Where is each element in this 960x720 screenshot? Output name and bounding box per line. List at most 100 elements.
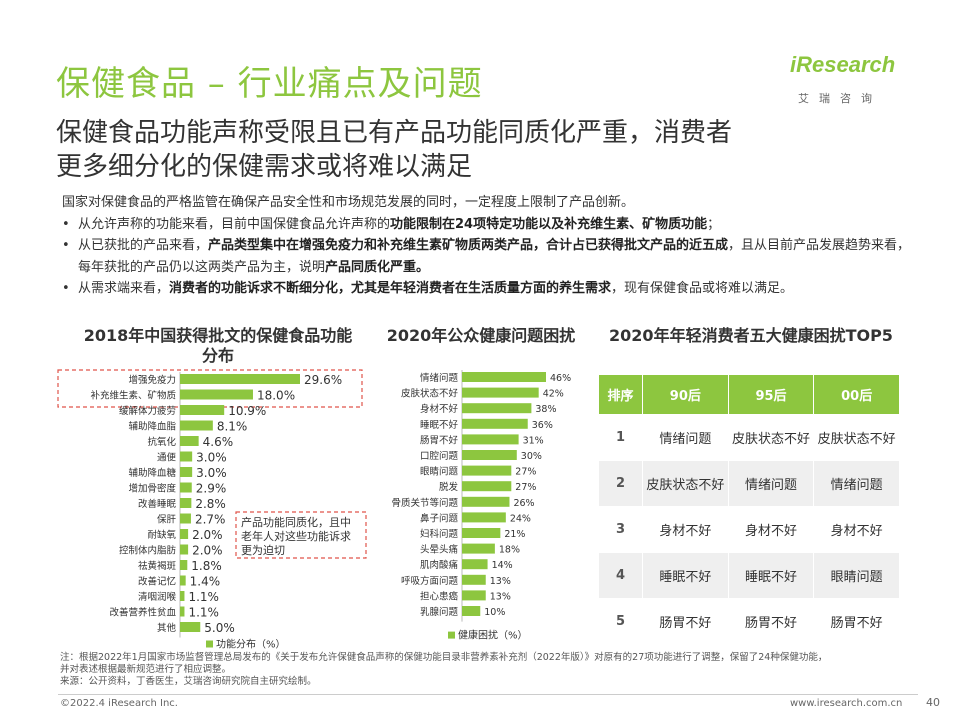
chart2-value-label: 27% (515, 482, 536, 493)
chart2-value-label: 13% (490, 576, 511, 587)
chart2-value-label: 24% (510, 513, 531, 524)
chart1-category-label: 辅助降血脂 (128, 421, 176, 433)
bullet2-bold: 产品类型集中在增强免疫力和补充维生素矿物质两类产品，合计占已获得批文产品的近五成 (208, 238, 729, 253)
chart1-legend-label: 功能分布（%） (216, 638, 286, 651)
iresearch-logo: iResearch 艾瑞咨询 (790, 52, 908, 112)
chart1-value-label: 5.0% (204, 621, 235, 635)
chart1-category-label: 通便 (157, 452, 177, 464)
chart1-category-label: 其他 (157, 622, 177, 634)
chart1-category-label: 补充维生素、矿物质 (90, 390, 176, 402)
chart1-category-label: 增强免疫力 (128, 374, 176, 386)
intro-text: 国家对保健食品的严格监管在确保产品安全性和市场规范发展的同时，一定程度上限制了产… (62, 192, 922, 300)
chart2-bar (462, 465, 512, 476)
table-rank-cell: 4 (598, 552, 643, 599)
table-header-cell: 排序 (598, 374, 643, 415)
chart1-bar (180, 467, 193, 477)
note-line-1: 注：根据2022年1月国家市场监督管理总局发布的《关于发布允许保健食品声称的保健… (60, 652, 828, 663)
chart2-bar (462, 590, 486, 601)
chart1-bar (180, 420, 213, 431)
logo-cn: 艾瑞咨询 (798, 92, 882, 105)
chart2-bar (462, 450, 517, 460)
chart1-bar (180, 606, 185, 617)
chart2-bar (462, 512, 506, 523)
bullet1-text: 从允许声称的功能来看，目前中国保健食品允许声称的 (78, 216, 391, 232)
chart2-bar (462, 387, 539, 398)
chart1-value-label: 1.1% (188, 606, 219, 620)
chart1-bar (180, 451, 193, 462)
chart2-value-label: 13% (490, 591, 511, 602)
chart1-bar (180, 482, 192, 493)
chart2-category-label: 鼻子问题 (420, 512, 459, 524)
chart2-bar (462, 559, 488, 570)
table-cell: 身材不好 (727, 506, 815, 553)
chart1-value-label: 2.9% (196, 482, 227, 496)
chart2-category-label: 皮肤状态不好 (401, 388, 459, 400)
bullet3-text: 从需求端来看， (78, 281, 170, 296)
chart2-bar (462, 481, 512, 492)
chart1-bar (180, 498, 192, 508)
intro-bullet-3: • 从需求端来看，消费者的功能诉求不断细分化，尤其是年轻消费者在生活质量方面的养… (62, 278, 922, 300)
table-body: 1 情绪问题 皮肤状态不好 皮肤状态不好 2 皮肤状态不好 情绪问题 情绪问题 3 身材不好 身材不… (598, 414, 900, 645)
chart1-bar (180, 591, 185, 601)
chart2-value-label: 14% (492, 560, 513, 571)
chart1-value-label: 8.1% (217, 420, 248, 434)
chart1-category-label: 缓解体力疲劳 (119, 405, 176, 417)
table-cell: 肠胃不好 (813, 598, 900, 645)
chart1-category-label: 改善记忆 (138, 576, 176, 588)
intro-bullet-1: • 从允许声称的功能来看，目前中国保健食品允许声称的功能限制在24项特定功能以及… (62, 214, 922, 236)
note-line-2: 并对表述根据最新规范进行了相应调整。 (60, 664, 232, 675)
chart1-value-label: 3.0% (196, 451, 227, 465)
chart2-legend-label: 健康困扰（%） (458, 629, 528, 642)
chart2-bar (462, 403, 532, 414)
intro-lead: 国家对保健食品的严格监管在确保产品安全性和市场规范发展的同时，一定程度上限制了产… (62, 195, 635, 210)
table-rank-cell: 1 (598, 414, 643, 461)
chart1-category-label: 改善睡眠 (138, 498, 177, 510)
table-row: 3 身材不好 身材不好 身材不好 (598, 506, 900, 553)
table-cell: 情绪问题 (642, 414, 729, 461)
table-rank-cell: 3 (598, 506, 643, 553)
annotation-text: 老年人对这些功能诉求 (241, 529, 351, 543)
chart2-value-label: 46% (550, 373, 571, 384)
chart1-bar (180, 436, 199, 446)
table-cell: 皮肤状态不好 (642, 460, 729, 507)
chart2-legend-swatch (448, 631, 455, 639)
table-cell: 眼睛问题 (813, 552, 900, 599)
table-cell: 身材不好 (813, 506, 900, 553)
chart1-bar (180, 405, 225, 415)
chart1-bar (180, 374, 300, 384)
top5-table: 排序 90后 95后 00后 1 情绪问题 皮肤状态不好 皮肤状态不好 2 皮肤状态不好 情绪问题… (598, 374, 900, 645)
table-cell: 肠胃不好 (727, 598, 815, 645)
table-title: 2020年年轻消费者五大健康困扰TOP5 (609, 326, 893, 345)
chart1-title: 2018年中国获得批文的保健食品功能分布 (83, 326, 353, 365)
chart2-category-label: 情绪问题 (420, 372, 459, 384)
chart2-bar (462, 418, 528, 429)
chart2-value-label: 18% (499, 545, 520, 556)
chart2-value-label: 30% (521, 451, 542, 462)
chart2-bar (462, 372, 546, 382)
table-header-cell: 00后 (813, 374, 900, 415)
chart1-value-label: 1.8% (191, 559, 222, 573)
chart2-title: 2020年公众健康问题困扰 (386, 326, 576, 345)
chart1-value-label: 3.0% (196, 466, 227, 480)
chart2-category-label: 头晕头痛 (420, 544, 459, 556)
annotation-text: 更为迫切 (241, 543, 285, 557)
chart1-category-label: 抗氧化 (147, 436, 176, 448)
chart2-category-label: 眼睛问题 (420, 466, 459, 478)
footnote: 注：根据2022年1月国家市场监督管理总局发布的《关于发布允许保健食品声称的保健… (60, 652, 920, 688)
chart1-value-label: 1.1% (188, 590, 219, 604)
bullet-dot: • (62, 238, 70, 253)
chart2-bar (462, 543, 495, 554)
chart1-legend-swatch (206, 640, 213, 648)
chart1-svg: 增强免疫力 29.6% 补充维生素、矿物质 18.0% 缓解体力疲劳 10.9% 辅助降血脂… (57, 369, 367, 651)
table-cell: 情绪问题 (727, 460, 815, 507)
chart2-category-label: 口腔问题 (420, 450, 459, 462)
source-line: 来源：公开资料，丁香医生，艾瑞咨询研究院自主研究绘制。 (60, 676, 317, 687)
table-header-row: 排序 90后 95后 00后 (598, 374, 900, 415)
chart2-bar (462, 606, 481, 616)
chart2-value-label: 10% (484, 607, 505, 618)
table-cell: 睡眠不好 (642, 552, 729, 599)
chart2-value-label: 21% (504, 529, 525, 540)
chart2-value-label: 38% (535, 404, 556, 415)
table-cell: 皮肤状态不好 (813, 414, 900, 461)
chart1-value-label: 4.6% (203, 435, 234, 449)
